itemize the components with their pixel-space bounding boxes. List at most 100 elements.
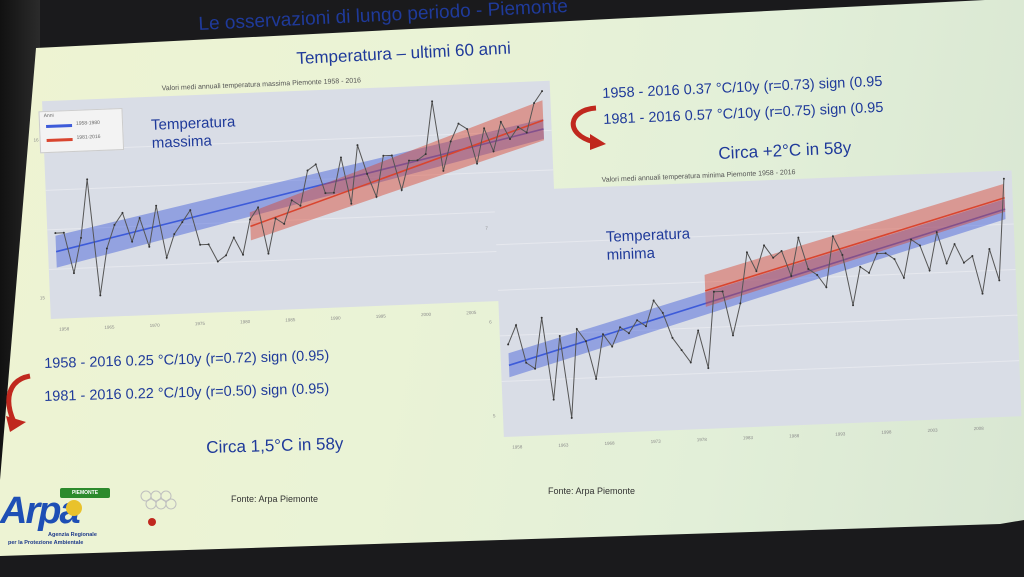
min-data-point [935, 231, 938, 234]
max-data-point [249, 218, 252, 221]
max-data-point [306, 169, 309, 172]
max-xtick-label: 1980 [240, 319, 251, 324]
min-gridline [499, 314, 1018, 337]
min-data-point [910, 238, 913, 241]
min-data-point [552, 398, 555, 401]
min-data-point [1002, 177, 1005, 180]
min-data-point [859, 265, 862, 268]
min-xtick-label: 1993 [835, 431, 846, 436]
max-ytick-label: 15 [40, 295, 46, 300]
max-xtick-label: 1975 [195, 321, 206, 326]
max-data-point [113, 223, 116, 226]
min-data-point [558, 335, 561, 338]
min-gridline [497, 269, 1016, 291]
max-data-point [165, 256, 168, 259]
min-data-point [652, 299, 655, 302]
max-data-point [408, 159, 411, 162]
chart-max-svg: 1958 1965 1970 1975 1980 1985 1990 1995 2000 2005… [34, 80, 559, 332]
max-data-point [189, 209, 192, 212]
min-data-point [780, 250, 783, 253]
legend-label-1958: 1958-1980 [75, 119, 101, 127]
max-data-point [80, 236, 83, 239]
arpa-logo: PIEMONTE Arpa Agenzia Regionale per la P… [0, 488, 130, 550]
min-data-point [627, 332, 630, 335]
min-xtick-label: 1983 [743, 435, 754, 440]
max-data-point [525, 131, 528, 134]
max-xtick-label: 1995 [376, 314, 387, 319]
max-data-point [509, 138, 512, 141]
max-gridline [45, 169, 554, 191]
chart-min-label-line2: minima [606, 244, 656, 264]
min-data-point [962, 261, 965, 264]
max-data-point [216, 260, 219, 263]
min-data-point [739, 302, 742, 305]
min-data-point [745, 251, 748, 254]
partner-logo-hexagons-icon [140, 490, 177, 510]
red-arrow-left-icon [6, 373, 31, 432]
max-data-point [499, 120, 502, 123]
max-data-point [138, 217, 141, 220]
min-data-point [671, 336, 674, 339]
max-xtick-label: 2005 [466, 310, 477, 315]
min-data-point [645, 325, 648, 328]
max-data-point [207, 243, 210, 246]
max-data-point [173, 233, 176, 236]
max-xtick-label: 1990 [330, 315, 341, 320]
min-data-point [763, 244, 766, 247]
max-band-1958-1980 [55, 118, 544, 268]
min-data-point [534, 367, 537, 370]
min-xtick-label: 1958 [512, 444, 523, 449]
arpa-logo-sub2: per la Protezione Ambientale [8, 540, 84, 546]
min-data-point [797, 236, 800, 239]
max-data-point [121, 211, 124, 214]
min-data-point [575, 327, 578, 330]
max-data-point [283, 222, 286, 225]
min-data-point [945, 262, 948, 265]
max-data-point [466, 128, 469, 131]
min-xtick-label: 1978 [697, 437, 708, 442]
max-data-point [54, 232, 57, 235]
min-data-point [697, 329, 700, 332]
max-data-point [105, 247, 108, 250]
max-data-point [290, 199, 293, 202]
max-data-point [517, 126, 520, 129]
max-data-point [257, 206, 260, 209]
stats-max-circa: Circa 1,5°C in 58y [206, 434, 344, 457]
max-data-point [483, 127, 486, 130]
max-data-point [148, 245, 151, 248]
max-data-point [350, 202, 353, 205]
min-xtick-label: 2008 [974, 426, 985, 431]
min-data-point [636, 319, 639, 322]
min-data-point [772, 256, 775, 259]
max-data-point [424, 153, 427, 156]
max-data-point [86, 178, 89, 181]
min-data-point [807, 267, 810, 270]
min-data-point [540, 316, 543, 319]
max-data-point [416, 159, 419, 162]
min-data-point [525, 361, 528, 364]
min-data-point [988, 248, 991, 251]
chart-max-label-line2: massima [151, 132, 213, 152]
arpa-logo-badge: PIEMONTE [60, 488, 110, 498]
min-data-point [971, 255, 974, 258]
min-data-point [712, 290, 715, 293]
min-data-point [893, 258, 896, 261]
max-data-point [382, 154, 385, 157]
min-data-point [661, 311, 664, 314]
arpa-logo-badge-text: PIEMONTE [71, 490, 99, 496]
min-band-1958-1980 [508, 199, 1006, 378]
min-ytick-label: 5 [493, 413, 496, 418]
min-data-point [816, 273, 819, 276]
min-xtick-label: 1998 [881, 429, 892, 434]
max-xtick-label: 2000 [421, 312, 432, 317]
max-ytick-label: 16 [34, 137, 40, 142]
chart-min-label-line1: Temperatura [605, 225, 691, 246]
max-data-point [442, 169, 445, 172]
max-band-1981-2016 [249, 100, 545, 241]
min-data-point [902, 276, 905, 279]
min-data-point [998, 279, 1001, 282]
min-data-point [602, 333, 605, 336]
min-data-point [611, 345, 614, 348]
min-xtick-label: 2003 [927, 428, 938, 433]
max-gridline [48, 248, 557, 270]
